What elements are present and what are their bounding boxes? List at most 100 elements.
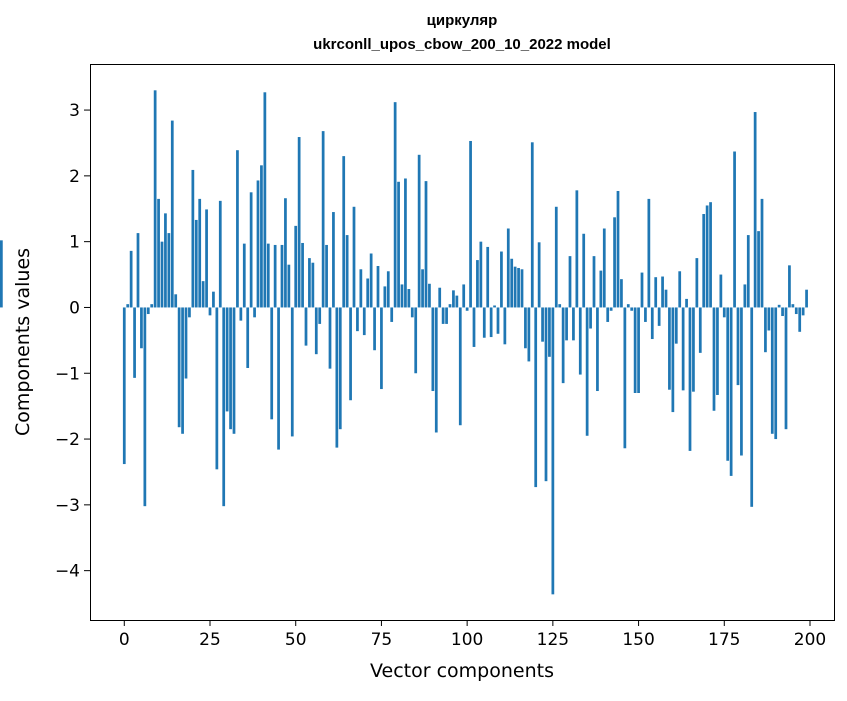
bar <box>222 307 226 507</box>
bar <box>596 307 599 392</box>
bar <box>280 244 284 308</box>
bar <box>733 151 736 308</box>
bar <box>757 231 760 308</box>
bar <box>705 205 709 308</box>
bar <box>767 307 771 331</box>
bar <box>544 307 548 482</box>
bar <box>637 307 640 393</box>
bar <box>781 307 784 317</box>
bar <box>788 265 791 308</box>
bar <box>791 304 795 308</box>
bar <box>794 307 798 315</box>
bar <box>575 190 579 308</box>
bar <box>246 307 250 368</box>
bar <box>208 307 212 316</box>
bar <box>664 289 668 308</box>
bar <box>205 209 208 308</box>
bar <box>301 242 304 308</box>
bar <box>784 307 788 430</box>
bar <box>445 307 448 324</box>
bar <box>472 307 476 347</box>
bar <box>740 307 743 456</box>
bar <box>184 307 188 379</box>
bar <box>551 307 555 595</box>
bar <box>438 287 442 308</box>
bar <box>476 260 479 308</box>
bar <box>654 277 658 308</box>
bar <box>218 200 222 308</box>
bar <box>517 267 520 308</box>
bar <box>455 295 459 308</box>
bar <box>373 307 376 351</box>
bar <box>177 307 181 428</box>
chart-subtitle: ukrconll_upos_cbow_200_10_2022 model <box>313 36 611 53</box>
bar <box>157 198 160 308</box>
bar <box>644 307 647 322</box>
bar <box>260 165 263 308</box>
bar <box>328 307 332 369</box>
bar <box>349 307 352 401</box>
bar <box>332 212 335 308</box>
bar <box>770 307 774 434</box>
bar <box>338 307 342 430</box>
bar <box>410 307 414 318</box>
bar <box>342 156 346 308</box>
bar <box>493 305 496 308</box>
bar <box>263 92 267 308</box>
bar <box>506 228 510 308</box>
bar <box>647 198 651 308</box>
bar <box>417 154 421 308</box>
bar <box>314 307 318 355</box>
bar <box>407 289 411 308</box>
bar <box>369 253 373 308</box>
bar <box>256 180 260 308</box>
x-axis-label: Vector components <box>370 660 554 682</box>
bar <box>174 294 178 308</box>
bar <box>136 233 140 308</box>
bar <box>554 206 558 308</box>
bar <box>592 256 596 308</box>
bar <box>729 307 733 476</box>
bar <box>695 258 699 308</box>
bar <box>277 307 280 450</box>
bar <box>613 217 616 308</box>
bar <box>441 307 445 324</box>
bar <box>482 307 486 338</box>
bar <box>606 307 610 322</box>
bar <box>448 304 452 308</box>
bar <box>304 307 308 346</box>
bar <box>568 256 572 308</box>
bar <box>764 307 767 353</box>
bar <box>397 181 400 308</box>
bar <box>657 307 661 326</box>
bar <box>308 258 311 308</box>
bar <box>599 270 603 308</box>
bar <box>345 235 349 308</box>
bar <box>146 307 150 315</box>
bar <box>541 307 544 342</box>
bar <box>376 266 380 308</box>
bar <box>716 307 719 395</box>
bar <box>297 137 301 308</box>
bar <box>681 307 685 391</box>
bar <box>239 307 243 321</box>
bar <box>424 181 428 308</box>
bar <box>386 271 390 308</box>
bar <box>527 307 531 362</box>
bar <box>743 284 747 308</box>
bar <box>452 290 455 308</box>
bar <box>404 178 407 308</box>
x-tick-label: 100 <box>451 630 483 650</box>
bar <box>150 304 154 308</box>
bar <box>746 235 750 308</box>
y-axis: −4 −3 −2 −1 0 1 2 3 <box>55 101 90 582</box>
bar <box>198 198 202 308</box>
bar <box>359 269 363 308</box>
bar <box>798 307 802 332</box>
bar <box>719 274 723 308</box>
y-tick-label: −2 <box>55 430 80 450</box>
plot-frame <box>90 64 835 621</box>
bar <box>191 169 195 308</box>
